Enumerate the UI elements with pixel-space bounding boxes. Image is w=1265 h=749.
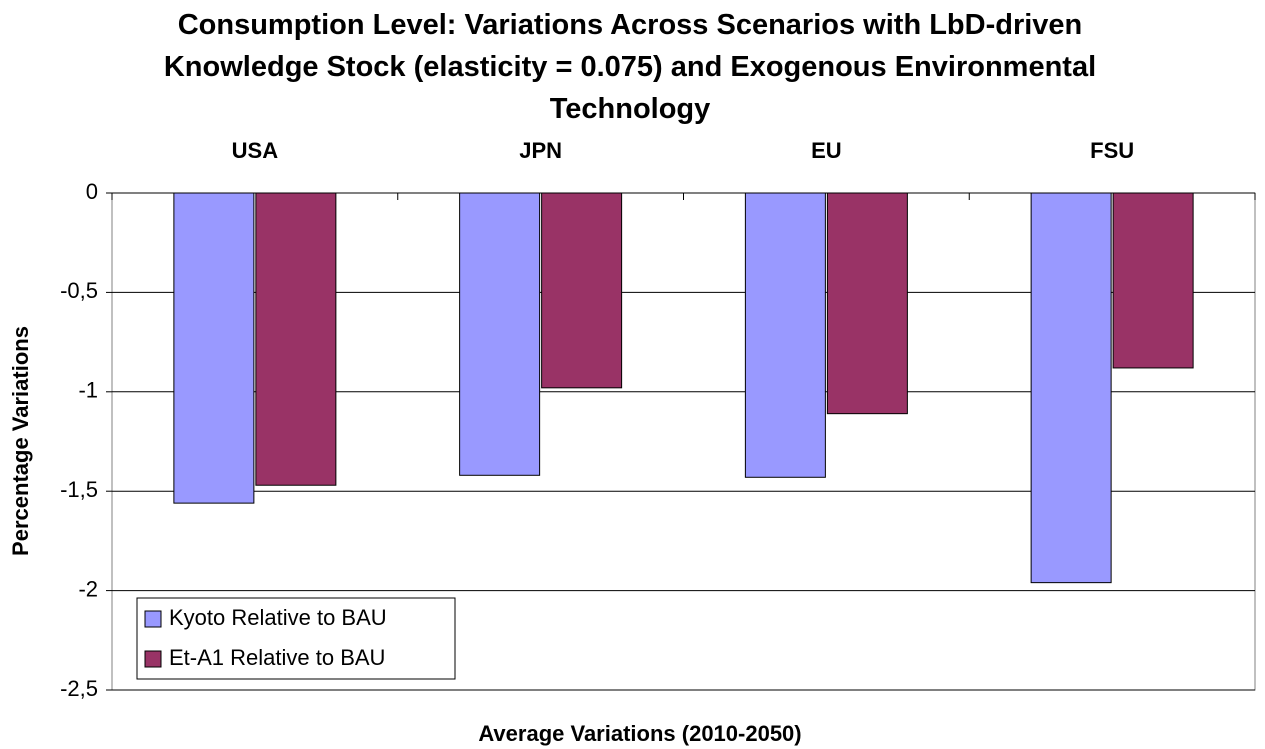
x-tick-label: EU — [811, 138, 842, 163]
bar — [255, 192, 337, 486]
bar — [744, 192, 826, 478]
y-tick-label: -1,5 — [60, 477, 98, 502]
legend-swatch — [144, 650, 162, 668]
legend-label: Et-A1 Relative to BAU — [169, 645, 385, 670]
y-tick-label: -2,5 — [60, 676, 98, 701]
y-tick-label: -0,5 — [60, 278, 98, 303]
y-tick-label: -1 — [78, 378, 98, 403]
y-axis-label: Percentage Variations — [8, 326, 33, 556]
legend-box — [136, 597, 456, 680]
bar — [1030, 192, 1112, 584]
y-tick-label: 0 — [86, 179, 98, 204]
chart-title: Consumption Level: Variations Across Sce… — [163, 9, 1097, 125]
x-tick-label: JPN — [519, 138, 562, 163]
legend-label: Kyoto Relative to BAU — [169, 605, 387, 630]
legend-swatch — [144, 610, 162, 628]
bar — [173, 192, 255, 504]
x-axis-label: Average Variations (2010-2050) — [478, 721, 801, 746]
y-tick-label: -2 — [78, 576, 98, 601]
x-tick-label: USA — [232, 138, 279, 163]
bar — [459, 192, 541, 476]
bar — [826, 192, 908, 415]
x-tick-label: FSU — [1090, 138, 1134, 163]
bar — [541, 192, 623, 389]
bar — [1112, 192, 1194, 369]
